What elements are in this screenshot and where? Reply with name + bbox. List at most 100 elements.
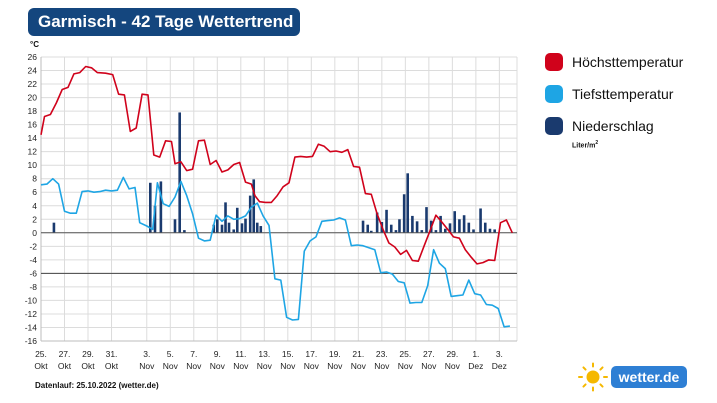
y-tick-label: 26 — [28, 52, 38, 62]
y-tick-label: 24 — [28, 66, 38, 76]
precip-bar — [458, 219, 461, 233]
x-tick-labels: 25. Okt 27. Okt 29. Okt 31. Okt 3. Nov 5. Nov 7. Nov 9… — [34, 349, 507, 371]
precip-bar — [159, 181, 163, 233]
x-tick-day: 3. — [496, 349, 503, 359]
precip-bar — [398, 219, 401, 233]
precip-bar — [420, 230, 424, 233]
precip-bar — [248, 195, 252, 233]
y-tick-label: 6 — [32, 187, 37, 197]
y-tick-label: 16 — [28, 120, 38, 130]
precip-bar — [232, 229, 236, 233]
x-tick-month: Dez — [468, 361, 483, 371]
x-tick-month: Nov — [139, 361, 155, 371]
y-tick-label: 4 — [32, 201, 37, 211]
x-tick-month: Nov — [186, 361, 202, 371]
x-tick-month: Okt — [81, 361, 95, 371]
x-tick-day: 23. — [376, 349, 388, 359]
precip-bar — [389, 224, 393, 233]
x-tick-month: Nov — [421, 361, 437, 371]
precip-bar — [183, 230, 186, 233]
sun-icon — [578, 362, 608, 392]
precip-unit-label: Liter/m2 — [572, 140, 598, 149]
precip-bar — [453, 211, 457, 233]
x-tick-day: 13. — [258, 349, 270, 359]
precip-unit-text: Liter/m — [572, 142, 596, 150]
precip-bar — [467, 222, 471, 233]
x-tick-day: 15. — [282, 349, 294, 359]
x-tick-month: Okt — [34, 361, 48, 371]
precip-bar — [375, 212, 379, 233]
x-tick-day: 29. — [82, 349, 94, 359]
x-tick-month: Nov — [257, 361, 273, 371]
legend-label-precip: Niederschlag — [572, 118, 654, 134]
precip-bar — [255, 222, 259, 233]
logo-text: wetter.de — [611, 366, 687, 388]
y-tick-label: -4 — [29, 255, 37, 265]
precip-bar — [235, 207, 239, 233]
precip-bar — [472, 229, 475, 233]
precip-bar — [479, 208, 482, 233]
x-tick-day: 19. — [329, 349, 341, 359]
precip-bar — [244, 218, 247, 233]
y-tick-label: 14 — [28, 133, 38, 143]
precip-bar — [149, 182, 152, 233]
precip-bar — [402, 194, 406, 233]
x-tick-month: Nov — [327, 361, 343, 371]
precip-bar — [483, 222, 487, 233]
precip-bar — [153, 205, 157, 233]
x-tick-day: 1. — [472, 349, 479, 359]
precip-unit-sup: 2 — [595, 140, 599, 146]
temperature-lines — [40, 65, 514, 328]
x-tick-day: 29. — [446, 349, 458, 359]
page-title: Garmisch - 42 Tage Wettertrend — [28, 8, 300, 36]
precip-bar — [493, 229, 496, 233]
precip-bar — [220, 224, 224, 233]
x-tick-month: Nov — [374, 361, 390, 371]
x-tick-day: 21. — [352, 349, 364, 359]
precip-bar — [173, 219, 177, 233]
x-tick-day: 31. — [106, 349, 118, 359]
x-tick-day: 27. — [423, 349, 435, 359]
zero-line-group — [41, 232, 517, 274]
legend-swatch-min-temp — [545, 85, 563, 103]
precipitation-bars — [52, 112, 496, 233]
precip-bar — [462, 215, 466, 233]
y-axis-unit: °C — [30, 40, 39, 49]
x-tick-day: 9. — [214, 349, 221, 359]
precip-bar — [369, 230, 373, 233]
precip-bar — [439, 215, 442, 233]
precip-bar — [361, 220, 365, 233]
legend-label-min-temp: Tiefsttemperatur — [572, 86, 674, 102]
x-tick-day: 17. — [305, 349, 317, 359]
precip-bar — [215, 219, 219, 233]
grid — [40, 56, 518, 342]
precip-bar — [259, 226, 263, 233]
x-tick-day: 3. — [143, 349, 150, 359]
precip-bar — [411, 215, 414, 233]
precip-bar — [52, 222, 56, 233]
x-tick-month: Dez — [492, 361, 507, 371]
precip-bar — [444, 228, 447, 233]
y-tick-label: -12 — [25, 309, 38, 319]
y-tick-label: 20 — [28, 93, 38, 103]
precip-bar — [394, 230, 398, 233]
y-tick-label: -6 — [29, 268, 37, 278]
x-tick-month: Nov — [351, 361, 367, 371]
precip-bar — [448, 223, 452, 233]
x-tick-month: Nov — [163, 361, 179, 371]
x-tick-month: Okt — [58, 361, 72, 371]
precip-bar — [406, 173, 409, 233]
precip-bar — [366, 224, 370, 233]
legend-swatch-precip — [545, 117, 563, 135]
legend-label-max-temp: Höchsttemperatur — [572, 54, 684, 70]
y-tick-label: 8 — [32, 174, 37, 184]
y-tick-label: 10 — [28, 160, 38, 170]
y-tick-label: 0 — [32, 228, 37, 238]
data-run-footer: Datenlauf: 25.10.2022 (wetter.de) — [35, 381, 159, 390]
precip-bar — [178, 112, 181, 233]
y-tick-labels: -16-14-12-10-8-6-4-202468101214161820222… — [25, 52, 38, 346]
y-tick-label: -14 — [25, 322, 38, 332]
precip-bar — [425, 207, 428, 233]
x-tick-month: Nov — [210, 361, 226, 371]
